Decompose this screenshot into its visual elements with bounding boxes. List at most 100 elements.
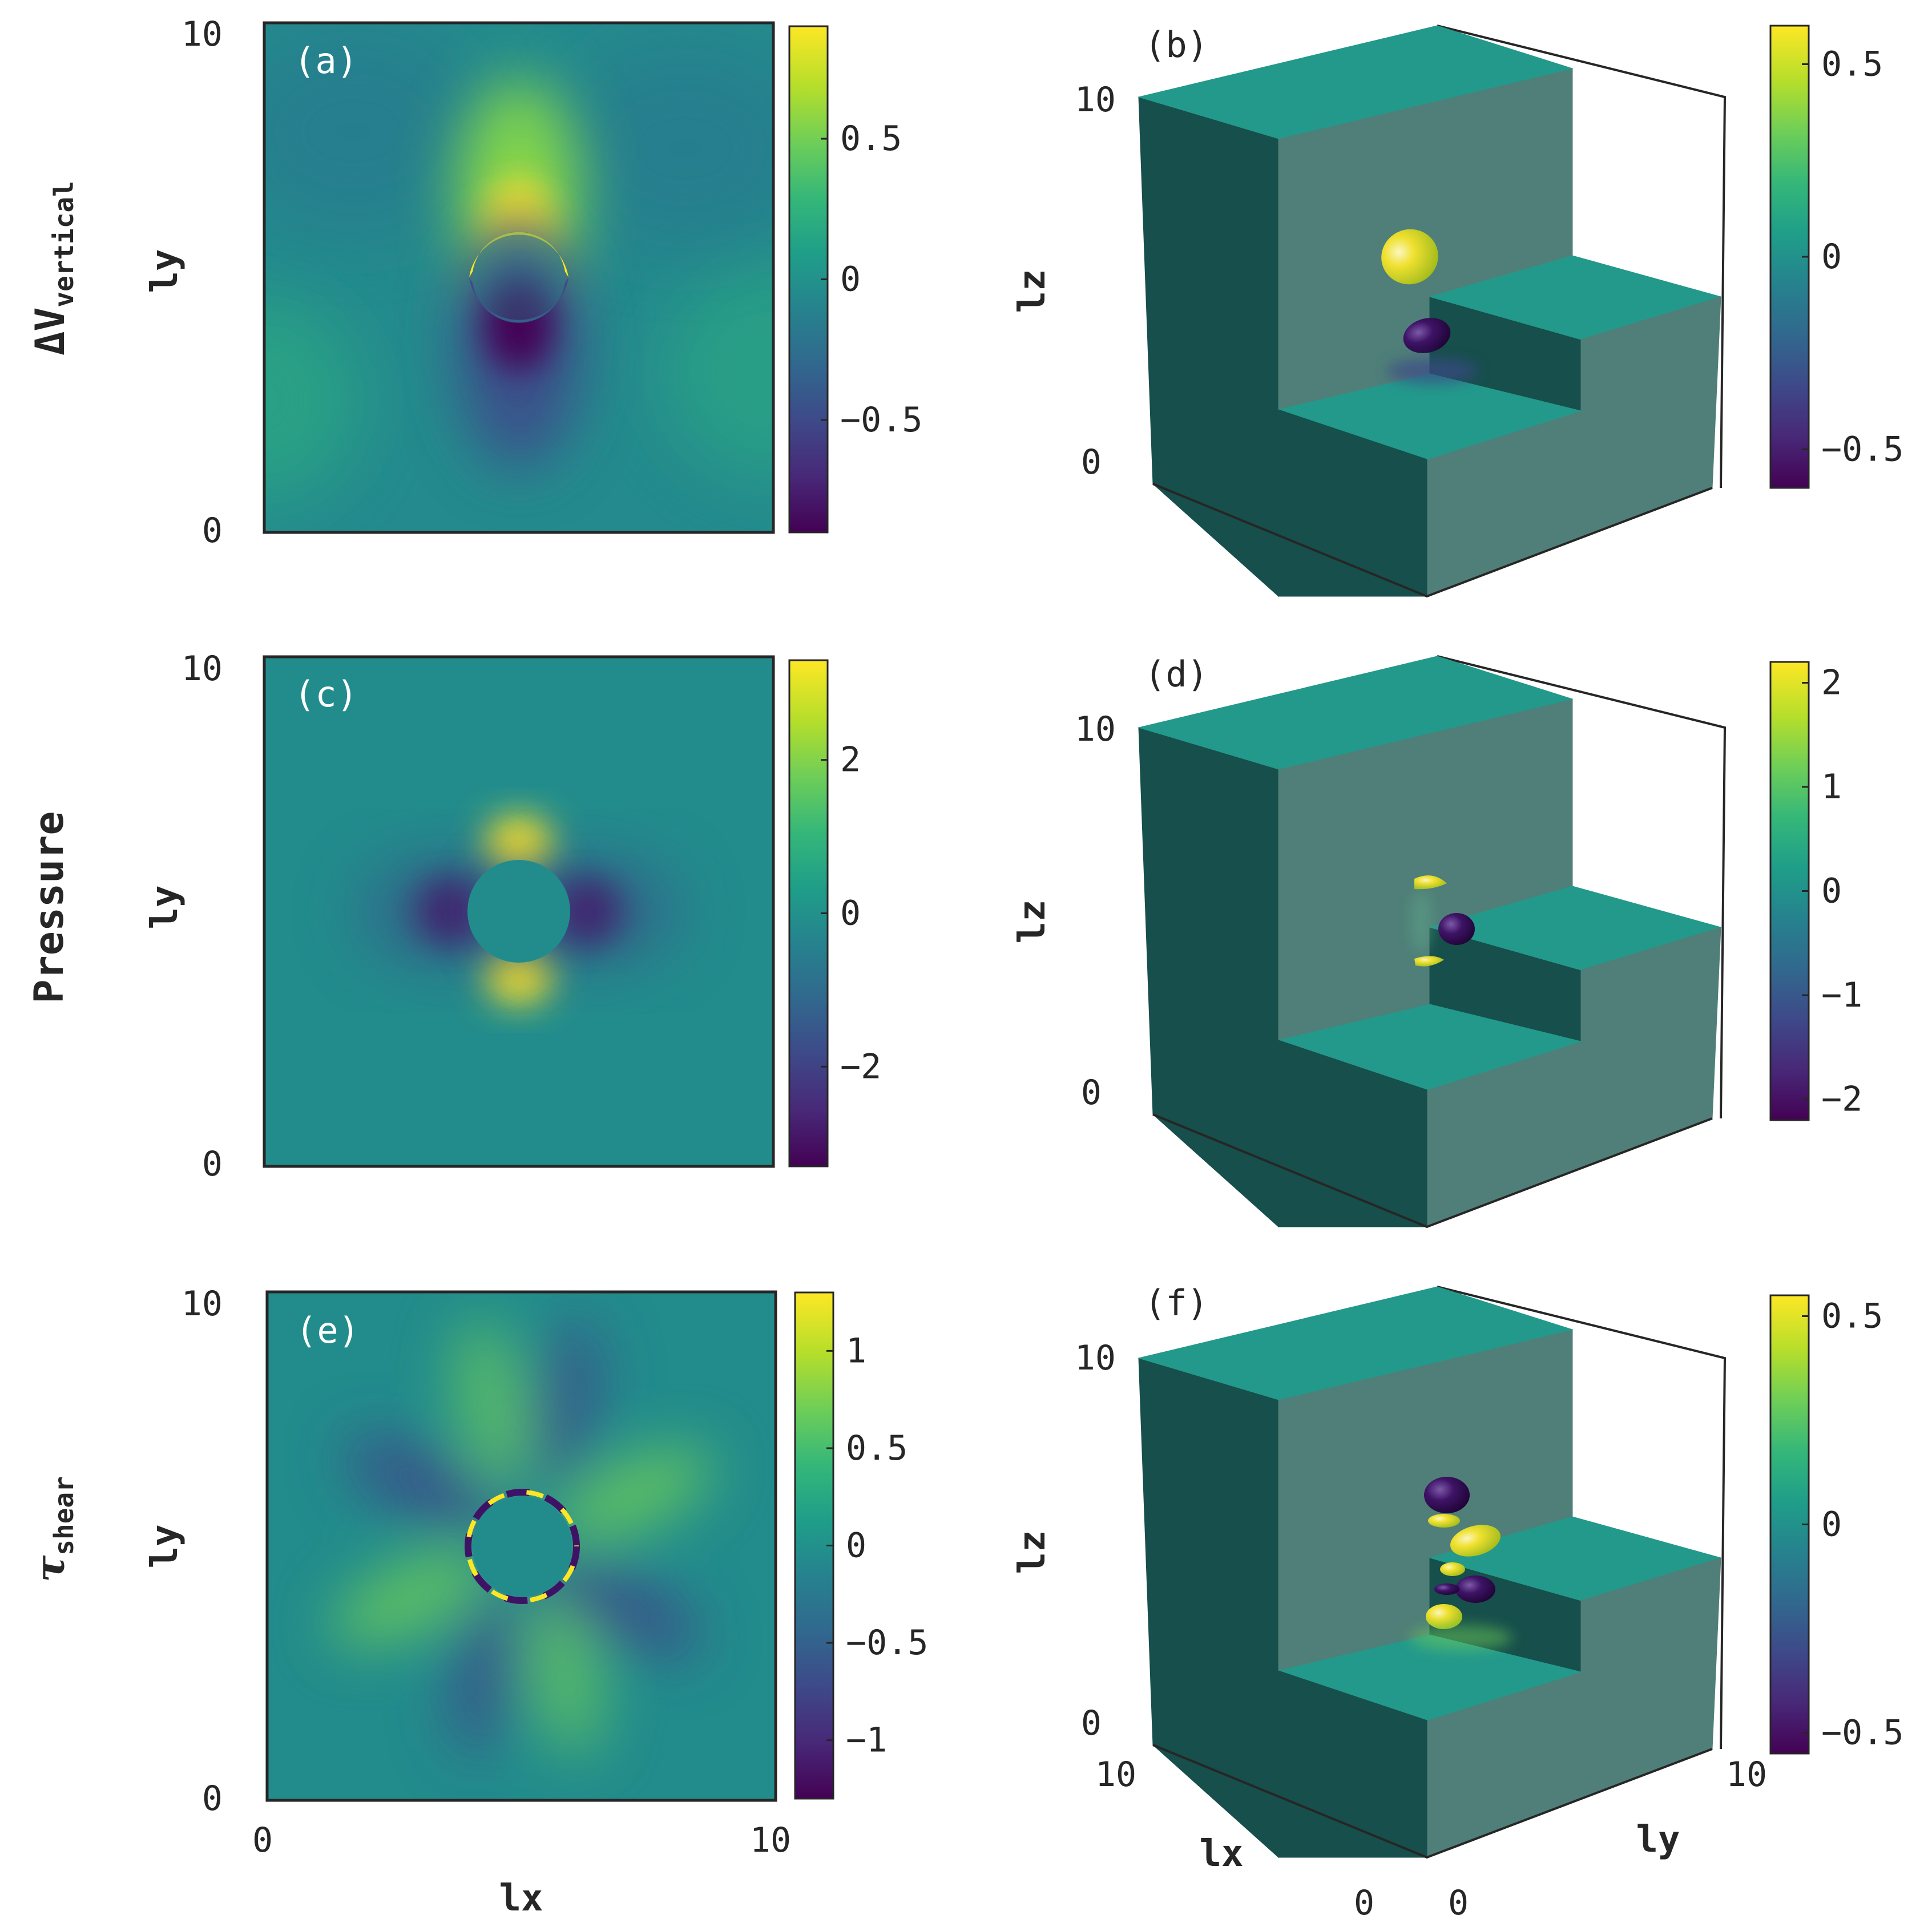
colorbar-tick-label: 0 <box>1821 1505 1842 1545</box>
box-face-top <box>1138 1286 1574 1400</box>
colorbar-e: 1 0.5 0 −0.5 −1 <box>794 1291 929 1800</box>
box-3d-b <box>1138 25 1727 598</box>
panel-label-d: (d) <box>1144 653 1208 695</box>
isosurface-positive-top <box>1414 875 1447 890</box>
panel-label-b: (b) <box>1144 24 1208 66</box>
box-outline <box>1437 655 1727 1119</box>
panel-b: (b) 10 0 lz 0.5 0 −0.5 <box>1011 24 1904 598</box>
box-outline <box>1437 1286 1727 1750</box>
isosurface-positive <box>1381 229 1438 285</box>
colorbar-tick-label: −0.5 <box>1821 430 1904 470</box>
heatmap-e-field <box>267 1292 776 1800</box>
colorbar-tick-label: −1 <box>1821 975 1862 1015</box>
panel-label-e: (e) <box>296 1310 360 1351</box>
colorbar-tick-label: 1 <box>846 1331 866 1371</box>
colorbar-tick-label: 0.5 <box>1821 45 1883 84</box>
isosurface-negative-3 <box>1434 1583 1459 1595</box>
colorbar-tick-label: 0.5 <box>846 1428 907 1468</box>
z-axis-label-d: lz <box>1011 899 1054 943</box>
row-label-1: ΔVvertical <box>27 181 79 355</box>
colorbar-d: 2 1 0 −1 −2 <box>1769 661 1862 1121</box>
y-axis-label-c: ly <box>144 885 186 929</box>
svg-text:Pressure: Pressure <box>26 811 72 1003</box>
isosurface-positive-3 <box>1440 1562 1465 1576</box>
y-tick-c-top: 10 <box>181 649 223 689</box>
isosurface-negative-2 <box>1455 1575 1495 1603</box>
panel-a: (a) 10 0 ly 0.5 0 −0.5 <box>144 14 923 551</box>
x-axis-label-e: lx <box>499 1877 543 1920</box>
colorbar-tick-label: −2 <box>840 1047 881 1086</box>
box-outline <box>1152 483 1713 598</box>
colorbar-tick-label: 2 <box>840 740 861 780</box>
colorbar-c: 2 0 −2 <box>788 659 881 1167</box>
colorbar-a: 0.5 0 −0.5 <box>788 25 923 534</box>
y-axis-label-f: ly <box>1636 1819 1680 1861</box>
isosurfaces-b <box>1381 229 1478 383</box>
x-tick-f-0: 0 <box>1354 1883 1374 1923</box>
y-axis-label-e: ly <box>144 1524 186 1568</box>
z-tick-f-top: 10 <box>1075 1338 1116 1378</box>
x-tick-e-left: 0 <box>252 1820 273 1860</box>
heatmap-c-field <box>264 657 773 1166</box>
colorbar-tick-label: 0.5 <box>840 119 902 159</box>
box-face-top <box>1138 656 1574 770</box>
x-axis-label-f: lx <box>1199 1833 1243 1875</box>
colorbar-tick-label: 1 <box>1821 767 1842 807</box>
colorbar-tick-label: 0 <box>1821 871 1842 911</box>
x-tick-e-right: 10 <box>750 1820 791 1860</box>
colorbar-tick-label: 0.5 <box>1821 1296 1883 1336</box>
y-tick-c-bottom: 0 <box>202 1144 223 1184</box>
colorbar-tick-label: 2 <box>1821 663 1842 703</box>
y-tick-e-bottom: 0 <box>202 1779 223 1819</box>
box-outline <box>1437 25 1727 488</box>
colorbar-tick-label: −1 <box>846 1720 887 1760</box>
y-tick-f-10: 10 <box>1726 1755 1767 1795</box>
colorbar-tick-label: −0.5 <box>1821 1713 1904 1753</box>
y-tick-f-0: 0 <box>1448 1883 1469 1923</box>
z-axis-label-b: lz <box>1011 269 1054 313</box>
y-tick-e-top: 10 <box>181 1284 223 1324</box>
z-tick-d-top: 10 <box>1075 709 1116 749</box>
colorbar-tick-label: 0 <box>840 260 861 300</box>
colorbar-tick-label: 0 <box>846 1526 866 1566</box>
box-outline <box>1152 1113 1713 1229</box>
panel-label-f: (f) <box>1144 1282 1208 1324</box>
row-label-2: Pressure <box>26 811 72 1003</box>
isosurface-positive-bottom <box>1414 956 1444 967</box>
colorbar-tick-label: −2 <box>1821 1080 1862 1120</box>
colorbar-f: 0.5 0 −0.5 <box>1769 1294 1904 1755</box>
isosurface-negative-1 <box>1424 1477 1470 1513</box>
isosurface-negative <box>1438 913 1475 945</box>
isosurfaces-f <box>1410 1477 1512 1650</box>
panel-f: (f) 10 0 lz 10 0 0 10 lx ly 0.5 0 −0.5 <box>1011 1282 1904 1923</box>
colorbar-tick-label: −0.5 <box>840 400 923 440</box>
panel-c: (c) 10 0 ly 2 0 −2 <box>144 649 881 1184</box>
z-tick-b-top: 10 <box>1075 80 1116 120</box>
isosurfaces-d <box>1411 875 1475 967</box>
isosurface-positive-4 <box>1426 1604 1462 1629</box>
box-3d-d <box>1138 655 1727 1229</box>
svg-text:ΔVvertical: ΔVvertical <box>27 181 79 355</box>
box-face-top <box>1138 25 1574 139</box>
colorbar-tick-label: −0.5 <box>846 1623 929 1663</box>
z-tick-f-bottom: 0 <box>1081 1703 1102 1743</box>
y-tick-a-bottom: 0 <box>202 511 223 551</box>
row-label-3: τshear <box>26 1476 79 1582</box>
panel-e: (e) 10 0 0 10 lx ly 1 0.5 0 −0.5 −1 <box>144 1284 929 1920</box>
box-3d-f <box>1138 1286 1727 1859</box>
z-axis-label-f: lz <box>1011 1530 1054 1574</box>
colorbar-b: 0.5 0 −0.5 <box>1769 25 1904 489</box>
z-tick-d-bottom: 0 <box>1081 1073 1102 1113</box>
heatmap-a-field <box>264 23 773 532</box>
isosurface-positive-1 <box>1428 1514 1460 1528</box>
panel-label-a: (a) <box>294 40 358 82</box>
box-face-front-left <box>1138 96 1279 597</box>
panel-d: (d) 10 0 lz 210−1−2 <box>1011 653 1862 1229</box>
colorbar-tick-label: 0 <box>840 894 861 934</box>
y-axis-label-a: ly <box>144 249 186 293</box>
box-outline <box>1152 1744 1713 1859</box>
panel-label-c: (c) <box>294 673 358 715</box>
y-tick-a-top: 10 <box>181 14 223 54</box>
box-face-front-left <box>1138 727 1279 1228</box>
z-tick-b-bottom: 0 <box>1081 442 1102 482</box>
